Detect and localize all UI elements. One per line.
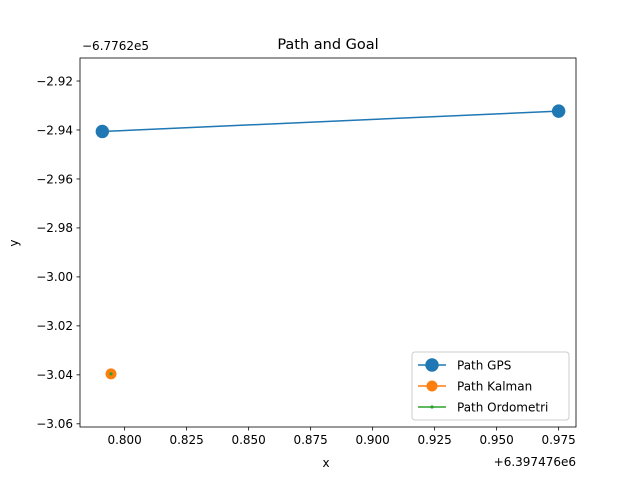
x-axis-label: x bbox=[322, 456, 329, 470]
y-tick-label: −2.96 bbox=[36, 172, 73, 186]
legend-item: Path Ordometri bbox=[418, 400, 548, 414]
series-path-ordometri bbox=[109, 372, 113, 376]
y-tick-label: −2.94 bbox=[36, 123, 73, 137]
legend-marker bbox=[425, 358, 439, 372]
plot-frame bbox=[79, 57, 577, 428]
y-axis-label: y bbox=[7, 239, 21, 246]
x-tick-label: 0.875 bbox=[293, 433, 327, 447]
series-line bbox=[102, 110, 559, 133]
data-point bbox=[109, 372, 113, 376]
legend-item: Path GPS bbox=[418, 358, 511, 372]
data-point bbox=[95, 124, 110, 139]
y-tick-label: −2.92 bbox=[36, 74, 73, 88]
x-tick-label: 0.925 bbox=[417, 433, 451, 447]
y-tick-label: −2.98 bbox=[36, 221, 73, 235]
legend-label: Path GPS bbox=[457, 358, 511, 372]
x-tick-label: 0.950 bbox=[479, 433, 513, 447]
legend-label: Path Ordometri bbox=[457, 400, 548, 414]
chart-title: Path and Goal bbox=[277, 37, 378, 53]
legend-marker bbox=[430, 405, 434, 409]
x-tick-label: 0.825 bbox=[169, 433, 203, 447]
legend-item: Path Kalman bbox=[418, 379, 532, 393]
legend-box bbox=[411, 351, 570, 421]
y-tick-label: −3.04 bbox=[36, 368, 73, 382]
legend: Path GPS Path Kalman Path Ordometri bbox=[411, 351, 570, 421]
legend-marker bbox=[426, 380, 438, 392]
x-offset-label: +6.397476e6 bbox=[494, 455, 576, 469]
x-axis-ticks: 0.800 0.825 0.850 0.875 0.900 0.925 0.950 0.975 bbox=[107, 427, 576, 447]
y-offset-label: −6.7762e5 bbox=[82, 39, 149, 53]
series-layer bbox=[95, 104, 566, 380]
x-tick-label: 0.975 bbox=[541, 433, 575, 447]
y-tick-label: −3.00 bbox=[36, 270, 73, 284]
x-tick-label: 0.800 bbox=[107, 433, 141, 447]
y-axis-ticks: −2.92 −2.94 −2.96 −2.98 −3.00 −3.02 −3.04 −3.06 bbox=[36, 74, 80, 431]
y-tick-label: −3.02 bbox=[36, 319, 73, 333]
legend-label: Path Kalman bbox=[457, 379, 532, 393]
series-path-gps bbox=[95, 104, 566, 139]
x-tick-label: 0.900 bbox=[355, 433, 389, 447]
y-tick-label: −3.06 bbox=[36, 417, 73, 431]
data-point bbox=[551, 104, 566, 118]
x-tick-label: 0.850 bbox=[231, 433, 265, 447]
